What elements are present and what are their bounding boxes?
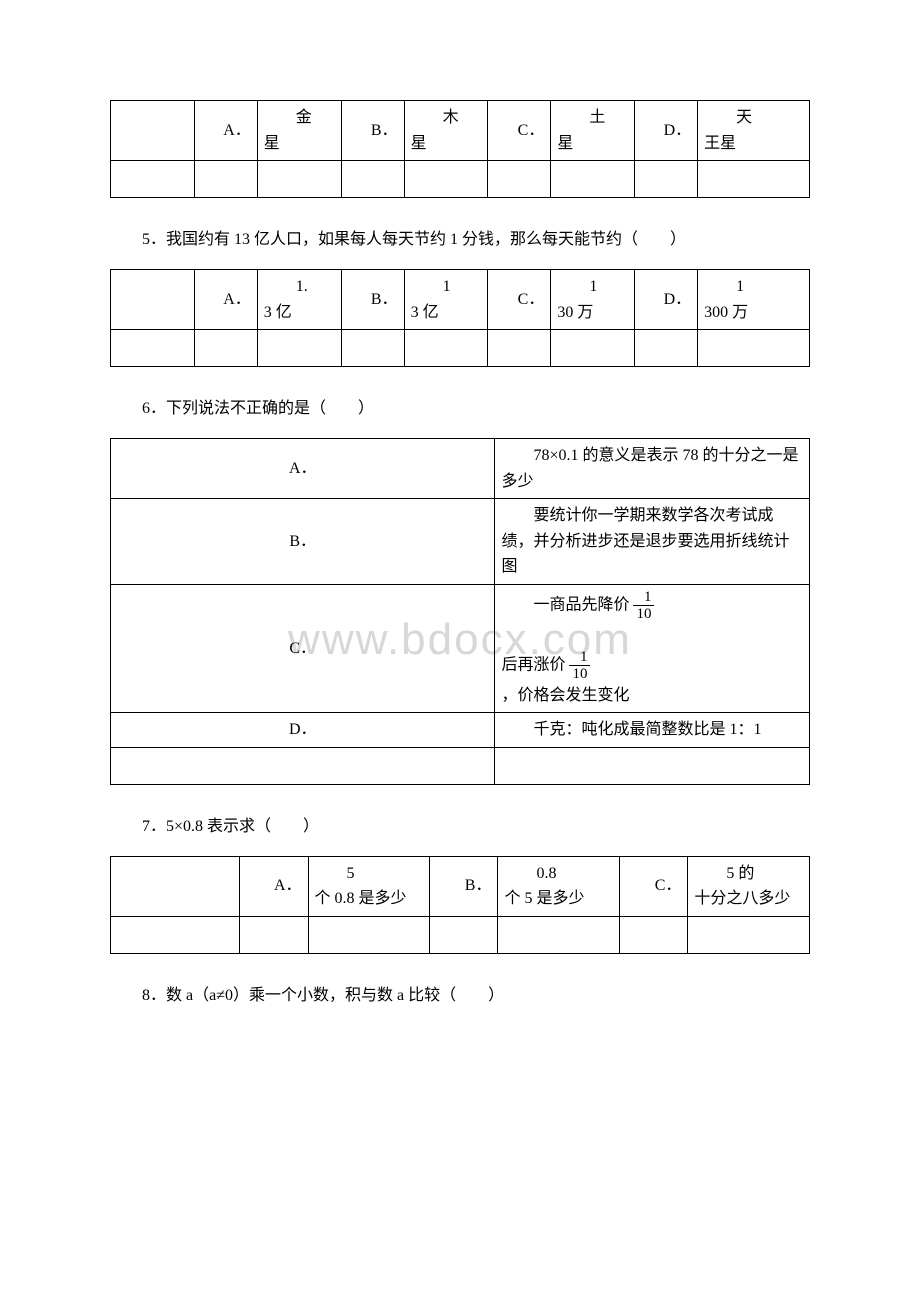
q4-opt-b: 木 星: [404, 101, 488, 161]
frac-den-2: 10: [569, 666, 590, 683]
q4-opt-a: 金 星: [257, 101, 341, 161]
q5-text: 5．我国约有 13 亿人口，如果每人每天节约 1 分钱，那么每天能节约（ ）: [110, 226, 810, 255]
q7-text: 7．5×0.8 表示求（ ）: [110, 813, 810, 842]
q6-opt-a: 78×0.1 的意义是表示 78 的十分之一是多少: [495, 438, 810, 498]
q5-empty-row: [111, 330, 810, 367]
fraction-icon: 1 10: [569, 649, 590, 683]
q4-label-a: A．: [194, 101, 257, 161]
q6-label-b: B．: [111, 499, 495, 585]
frac-den-1: 10: [633, 606, 654, 623]
q5-opt-c-l2: 30 万: [557, 304, 593, 321]
q4-opt-a-l2: 星: [264, 135, 280, 152]
q7-opt-a-l2: 个 0.8 是多少: [315, 890, 407, 907]
fraction-icon: 1 10: [633, 589, 654, 623]
q4-options-table: A． 金 星 B． 木 星 C． 土 星 D． 天 王星: [110, 100, 810, 198]
q4-opt-a-l1: 金: [264, 105, 335, 131]
q5-opt-a-l1: 1.: [264, 274, 335, 300]
q7-opt-a: 5 个 0.8 是多少: [308, 856, 430, 916]
q4-label-d: D．: [635, 101, 698, 161]
q7-options-table: A． 5 个 0.8 是多少 B． 0.8 个 5 是多少 C． 5 的 十分之…: [110, 856, 810, 954]
q5-opt-b: 1 3 亿: [404, 269, 488, 329]
q5-opt-d: 1 300 万: [698, 269, 810, 329]
q6-text: 6．下列说法不正确的是（ ）: [110, 395, 810, 424]
q5-spacer: [111, 269, 195, 329]
q7-empty-row: [111, 916, 810, 953]
q4-opt-d-l2: 王星: [704, 135, 736, 152]
q5-opt-c-l1: 1: [557, 274, 628, 300]
q4-opt-c: 土 星: [551, 101, 635, 161]
q5-label-d: D．: [635, 269, 698, 329]
q7-opt-c-l2: 十分之八多少: [694, 890, 790, 907]
q5-label-b: B．: [341, 269, 404, 329]
q5-options-table: A． 1. 3 亿 B． 1 3 亿 C． 1 30 万 D． 1: [110, 269, 810, 367]
q7-opt-a-l1: 5: [315, 861, 424, 887]
q6-empty-row: [111, 747, 810, 784]
q4-opt-b-l1: 木: [411, 105, 482, 131]
q5-opt-b-l1: 1: [411, 274, 482, 300]
q7-spacer: [111, 856, 240, 916]
q8-text: 8．数 a（a≠0）乘一个小数，积与数 a 比较（ ）: [110, 982, 810, 1011]
q4-label-c: C．: [488, 101, 551, 161]
q6-opt-c-pre: 一商品先降价: [501, 597, 629, 614]
q7-opt-b-l2: 个 5 是多少: [504, 890, 584, 907]
frac-num-1: 1: [633, 589, 654, 607]
q5-opt-d-l2: 300 万: [704, 304, 748, 321]
q4-opt-d: 天 王星: [698, 101, 810, 161]
q6-opt-d: 千克：吨化成最简整数比是 1：1: [495, 713, 810, 748]
q6-label-a: A．: [111, 438, 495, 498]
q6-label-d: D．: [111, 713, 495, 748]
q5-opt-b-l2: 3 亿: [411, 304, 439, 321]
q6-opt-c: 一商品先降价 1 10 后再涨价 1 10 ，价格会发生变化: [495, 584, 810, 712]
q6-label-c: C．: [111, 584, 495, 712]
q6-opt-c-post: ，价格会发生变化: [501, 687, 629, 704]
q5-opt-a-l2: 3 亿: [264, 304, 292, 321]
q7-opt-c: 5 的 十分之八多少: [688, 856, 810, 916]
q4-label-b: B．: [341, 101, 404, 161]
frac-num-2: 1: [569, 649, 590, 667]
q7-opt-b-l1: 0.8: [504, 861, 613, 887]
q5-label-c: C．: [488, 269, 551, 329]
q4-opt-d-l1: 天: [704, 105, 803, 131]
q7-label-a: A．: [240, 856, 308, 916]
q6-opt-c-mid: 后再涨价: [501, 656, 565, 673]
q5-opt-c: 1 30 万: [551, 269, 635, 329]
q7-label-b: B．: [430, 856, 498, 916]
q6-opt-b: 要统计你一学期来数学各次考试成绩，并分析进步还是退步要选用折线统计图: [495, 499, 810, 585]
q7-label-c: C．: [620, 856, 688, 916]
q7-opt-b: 0.8 个 5 是多少: [498, 856, 620, 916]
q6-options-table: A． 78×0.1 的意义是表示 78 的十分之一是多少 B． 要统计你一学期来…: [110, 438, 810, 785]
q5-opt-a: 1. 3 亿: [257, 269, 341, 329]
q7-opt-c-l1: 5 的: [694, 861, 803, 887]
q4-spacer: [111, 101, 195, 161]
q5-label-a: A．: [194, 269, 257, 329]
q5-opt-d-l1: 1: [704, 274, 803, 300]
q4-opt-c-l2: 星: [557, 135, 573, 152]
q4-opt-b-l2: 星: [411, 135, 427, 152]
q4-empty-row: [111, 161, 810, 198]
q4-opt-c-l1: 土: [557, 105, 628, 131]
